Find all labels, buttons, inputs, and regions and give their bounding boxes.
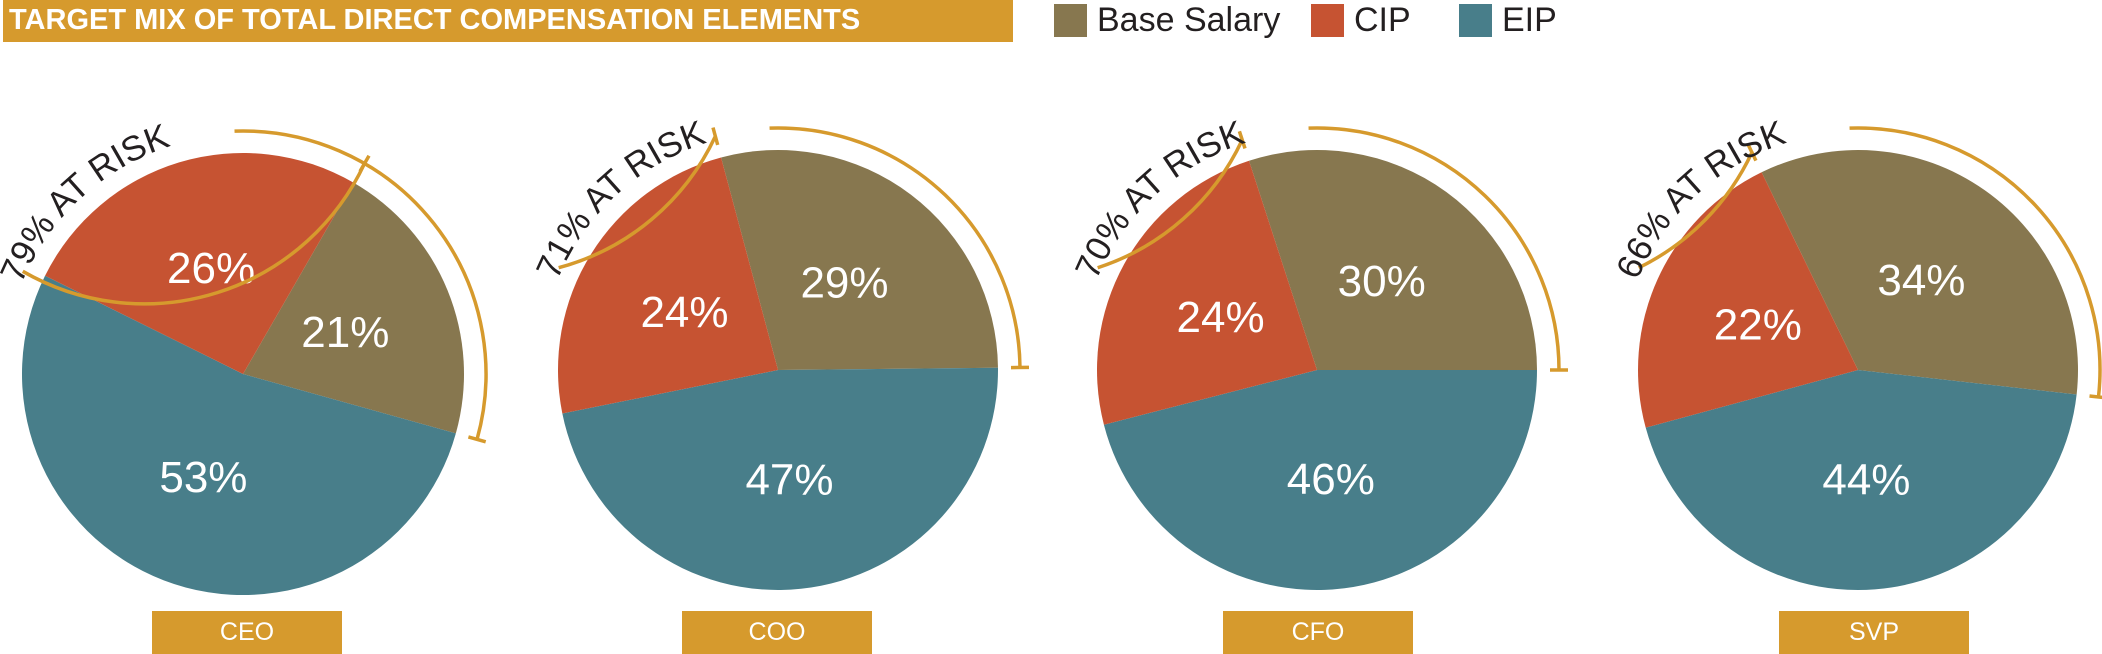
at-risk-arc-cfo-right bbox=[1308, 126, 1561, 371]
pie-slice-ceo-eip bbox=[21, 275, 456, 596]
data-label-cfo-base-salary: 30% bbox=[1338, 257, 1426, 306]
role-label-coo: COO bbox=[682, 611, 872, 654]
data-label-coo-base-salary: 29% bbox=[800, 258, 888, 307]
at-risk-arc-ceo-right bbox=[234, 129, 488, 440]
at-risk-arc-end-svp-left bbox=[1746, 143, 1758, 162]
pie-slice-coo-eip bbox=[562, 367, 999, 591]
legend-label-eip: EIP bbox=[1502, 0, 1557, 39]
legend-item-cip: CIP bbox=[1311, 0, 1411, 39]
pie-slice-cfo-cip bbox=[1096, 160, 1317, 425]
at-risk-arc-cfo-left bbox=[1097, 139, 1244, 270]
at-risk-arc-ceo-left bbox=[21, 162, 367, 306]
legend-swatch-cip bbox=[1311, 3, 1344, 37]
at-risk-arc-end-svp-right bbox=[2089, 394, 2102, 400]
pie-slice-cfo-eip bbox=[1103, 370, 1537, 591]
role-label-svp: SVP bbox=[1779, 611, 1969, 654]
data-label-svp-eip: 44% bbox=[1822, 456, 1910, 505]
at-risk-arc-end-ceo-left bbox=[358, 154, 371, 173]
pie-slice-ceo-base-salary bbox=[243, 182, 465, 434]
legend-label-cip: CIP bbox=[1354, 0, 1411, 39]
data-label-coo-cip: 24% bbox=[640, 288, 728, 337]
data-label-svp-base-salary: 34% bbox=[1877, 256, 1965, 305]
pie-slice-ceo-cip bbox=[45, 153, 354, 374]
legend-swatch-eip bbox=[1459, 3, 1492, 37]
legend-label-base-salary: Base Salary bbox=[1097, 0, 1281, 39]
data-label-svp-cip: 22% bbox=[1714, 301, 1802, 350]
data-label-cfo-cip: 24% bbox=[1177, 293, 1265, 342]
data-label-coo-eip: 47% bbox=[745, 455, 833, 504]
legend-swatch-base-salary bbox=[1054, 3, 1087, 37]
legend-item-base-salary: Base Salary bbox=[1054, 0, 1281, 39]
pie-slice-cfo-base-salary bbox=[1249, 150, 1537, 370]
chart-title: TARGET MIX OF TOTAL DIRECT COMPENSATION … bbox=[3, 0, 1013, 42]
at-risk-arc-end-coo-left bbox=[711, 127, 720, 146]
at-risk-arc-end-cfo-left bbox=[1237, 130, 1247, 149]
role-label-ceo: CEO bbox=[152, 611, 342, 654]
pie-slice-coo-base-salary bbox=[721, 150, 998, 370]
data-label-ceo-base-salary: 21% bbox=[301, 308, 389, 357]
data-label-ceo-eip: 53% bbox=[159, 453, 247, 502]
legend-item-eip: EIP bbox=[1459, 0, 1557, 39]
data-label-ceo-cip: 26% bbox=[167, 244, 255, 293]
pie-slice-svp-eip bbox=[1645, 370, 2077, 590]
at-risk-arc-end-ceo-right bbox=[467, 435, 487, 444]
at-risk-arc-svp-right bbox=[1849, 126, 2102, 398]
pie-slice-svp-cip bbox=[1638, 172, 1858, 428]
at-risk-arc-svp-left bbox=[1637, 151, 1754, 270]
at-risk-arc-coo-left bbox=[558, 135, 717, 270]
at-risk-arc-coo-right bbox=[769, 126, 1022, 368]
pie-slice-svp-base-salary bbox=[1761, 150, 2078, 395]
role-label-cfo: CFO bbox=[1223, 611, 1413, 654]
data-label-cfo-eip: 46% bbox=[1287, 455, 1375, 504]
pie-slice-coo-cip bbox=[558, 157, 778, 414]
